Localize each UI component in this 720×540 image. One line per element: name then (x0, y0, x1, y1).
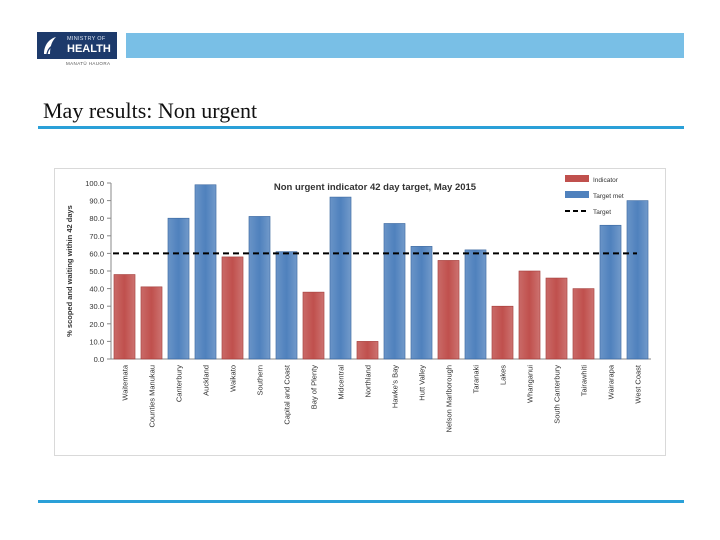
ministry-logo: MINISTRY OF HEALTH (37, 32, 117, 59)
logo-text-line1: MINISTRY OF (67, 36, 106, 42)
x-tick-label: Auckland (202, 365, 211, 396)
x-tick-label: Lakes (499, 365, 508, 385)
bar-wairarapa (599, 224, 622, 360)
bar-midcentral (329, 196, 352, 360)
bar-whanganui (518, 270, 541, 360)
x-tick-label: Northland (364, 365, 373, 398)
x-tick-label: South Canterbury (553, 365, 562, 424)
bar-waitemata (113, 274, 136, 360)
y-tick-label: 50.0 (89, 267, 104, 276)
x-tick-label: Tairawhiti (580, 365, 589, 397)
y-axis-label: % scoped and waiting within 42 days (65, 205, 74, 337)
slide-title: May results: Non urgent (43, 98, 258, 123)
x-tick-label: Wairarapa (607, 364, 616, 399)
bar-hawke-s-bay (383, 223, 406, 360)
bar-canterbury (167, 217, 190, 360)
x-tick-label: Southern (256, 365, 265, 395)
fern-icon (44, 37, 56, 55)
x-tick-label: Taranaki (472, 365, 481, 394)
y-tick-label: 100.0 (85, 179, 104, 188)
bottom-rule (38, 500, 684, 503)
bar-chart: 100.0 90.0 80.0 70.0 60.0 50.0 40.0 30.0 20.0 10.… (65, 175, 651, 433)
y-tick-label: 60.0 (89, 249, 104, 258)
x-tick-label: Hawke's Bay (391, 365, 400, 408)
legend-indicator-label: Indicator (593, 177, 619, 184)
y-tick-label: 70.0 (89, 232, 104, 241)
bar-taranaki (464, 249, 487, 360)
x-tick-label: Whanganui (526, 365, 535, 403)
x-tick-label: Waitemata (121, 364, 130, 400)
bar-south-canterbury (545, 277, 568, 360)
x-tick-label: Counties Manukau (148, 365, 157, 428)
bar-bay-of-plenty (302, 291, 325, 360)
legend-indicator-swatch (565, 175, 589, 182)
y-tick-label: 20.0 (89, 320, 104, 329)
bar-hutt-valley (410, 246, 433, 360)
x-tick-label: Midcentral (337, 365, 346, 400)
bar-capital-and-coast (275, 251, 298, 360)
y-tick-label: 0.0 (94, 355, 104, 364)
x-tick-label: Canterbury (175, 365, 184, 402)
legend-target-met-swatch (565, 191, 589, 198)
logo-subtitle: MANATŪ HAUORA (66, 61, 111, 66)
header-bar (126, 33, 684, 58)
y-tick-label: 40.0 (89, 285, 104, 294)
bar-west-coast (626, 200, 649, 360)
bar-waikato (221, 256, 244, 360)
bar-nelson-marlborough (437, 260, 460, 360)
x-tick-label: West Coast (634, 364, 643, 404)
x-tick-label: Waikato (229, 365, 238, 392)
y-tick-label: 90.0 (89, 197, 104, 206)
bar-northland (356, 341, 379, 360)
x-tick-label: Hutt Valley (418, 365, 427, 401)
chart-frame: 100.0 90.0 80.0 70.0 60.0 50.0 40.0 30.0 20.0 10.… (54, 168, 666, 456)
x-tick-label: Nelson Marlborough (445, 365, 454, 433)
bar-tairawhiti (572, 288, 595, 360)
x-tick-label: Bay of Plenty (310, 365, 319, 409)
y-tick-label: 30.0 (89, 302, 104, 311)
bar-lakes (491, 305, 514, 360)
bar-southern (248, 216, 271, 360)
legend-target-label: Target (593, 209, 611, 216)
legend-target-met-label: Target met (593, 193, 624, 200)
x-tick-label: Capital and Coast (283, 364, 292, 425)
y-tick-label: 10.0 (89, 337, 104, 346)
y-tick-label: 80.0 (89, 214, 104, 223)
bar-counties-manukau (140, 286, 163, 360)
top-rule (38, 126, 684, 129)
bar-auckland (194, 184, 217, 360)
logo-text-line2: HEALTH (67, 43, 111, 55)
chart-title: Non urgent indicator 42 day target, May … (274, 182, 477, 193)
